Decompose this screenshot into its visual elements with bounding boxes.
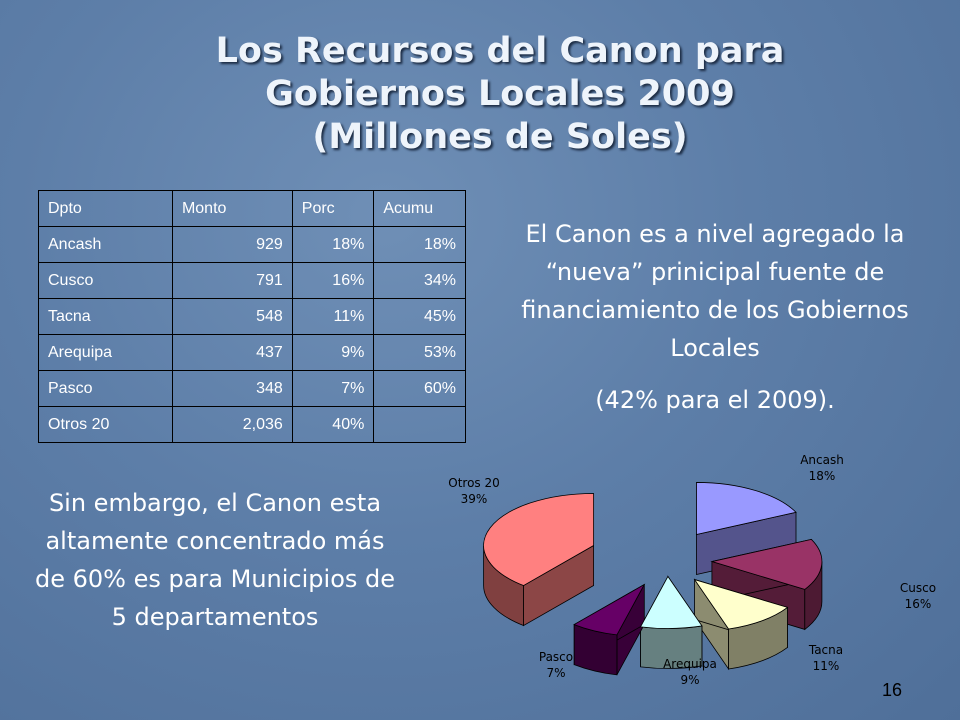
pie-slice-tacna — [693, 578, 789, 630]
cell-monto: 348 — [171, 370, 293, 407]
cell-monto: 2,036 — [171, 406, 293, 443]
pie-slice-otros-20 — [483, 493, 595, 586]
title-line-2: Gobiernos Locales 2009 — [265, 74, 735, 114]
pie-label-pasco: Pasco — [539, 650, 573, 664]
table-header-row: Dpto Monto Porc Acumu — [38, 190, 466, 227]
cell-acumu: 45% — [373, 298, 466, 335]
cell-porc: 40% — [291, 406, 375, 443]
header-dpto: Dpto — [38, 190, 173, 227]
pie-slice-cusco — [710, 538, 823, 590]
pie-label-tacna: Tacna — [808, 643, 843, 657]
table-row: Tacna 548 11% 45% — [38, 298, 466, 335]
table-row: Otros 20 2,036 40% — [38, 406, 466, 443]
pie-value-cusco: 16% — [905, 597, 932, 611]
cell-porc: 9% — [291, 334, 375, 371]
cell-porc: 16% — [291, 262, 375, 299]
cell-monto: 548 — [171, 298, 293, 335]
pie-label-cusco: Cusco — [900, 581, 936, 595]
cell-dpto: Arequipa — [38, 334, 173, 371]
title-line-3: (Millones de Soles) — [312, 117, 688, 157]
canon-summary-text: El Canon es a nivel agregado la “nueva” … — [490, 215, 940, 419]
cell-dpto: Otros 20 — [38, 406, 173, 443]
pie-value-arequipa: 9% — [680, 673, 699, 687]
cell-monto: 791 — [171, 262, 293, 299]
pie-label-otros-20: Otros 20 — [448, 476, 500, 490]
summary-percent-note: (42% para el 2009). — [595, 386, 835, 414]
cell-dpto: Pasco — [38, 370, 173, 407]
pie-value-ancash: 18% — [809, 469, 836, 483]
pie-value-pasco: 7% — [546, 666, 565, 680]
summary-paragraph: El Canon es a nivel agregado la “nueva” … — [521, 220, 909, 362]
pie-slice-arequipa — [639, 575, 703, 629]
cell-acumu — [373, 406, 466, 443]
table-row: Ancash 929 18% 18% — [38, 226, 466, 263]
title-line-1: Los Recursos del Canon para — [215, 31, 785, 71]
cell-acumu: 18% — [373, 226, 466, 263]
concentration-note: Sin embargo, el Canon esta altamente con… — [34, 489, 396, 631]
pie-slice-pasco — [573, 583, 646, 636]
table-row: Cusco 791 16% 34% — [38, 262, 466, 299]
cell-dpto: Cusco — [38, 262, 173, 299]
cell-acumu: 53% — [373, 334, 466, 371]
pie-value-tacna: 11% — [813, 659, 840, 673]
table-row: Arequipa 437 9% 53% — [38, 334, 466, 371]
canon-table: Dpto Monto Porc Acumu Ancash 929 18% 18%… — [38, 190, 466, 443]
pie-slice-ancash — [696, 482, 797, 535]
pie-value-otros-20: 39% — [461, 492, 488, 506]
pie-label-ancash: Ancash — [800, 453, 844, 467]
header-acumu: Acumu — [373, 190, 466, 227]
cell-dpto: Ancash — [38, 226, 173, 263]
cell-monto: 929 — [171, 226, 293, 263]
slide-title: Los Recursos del Canon para Gobiernos Lo… — [150, 30, 850, 159]
cell-acumu: 34% — [373, 262, 466, 299]
pie-label-arequipa: Arequipa — [663, 657, 717, 671]
cell-porc: 11% — [291, 298, 375, 335]
page-number: 16 — [881, 680, 903, 700]
header-monto: Monto — [171, 190, 293, 227]
